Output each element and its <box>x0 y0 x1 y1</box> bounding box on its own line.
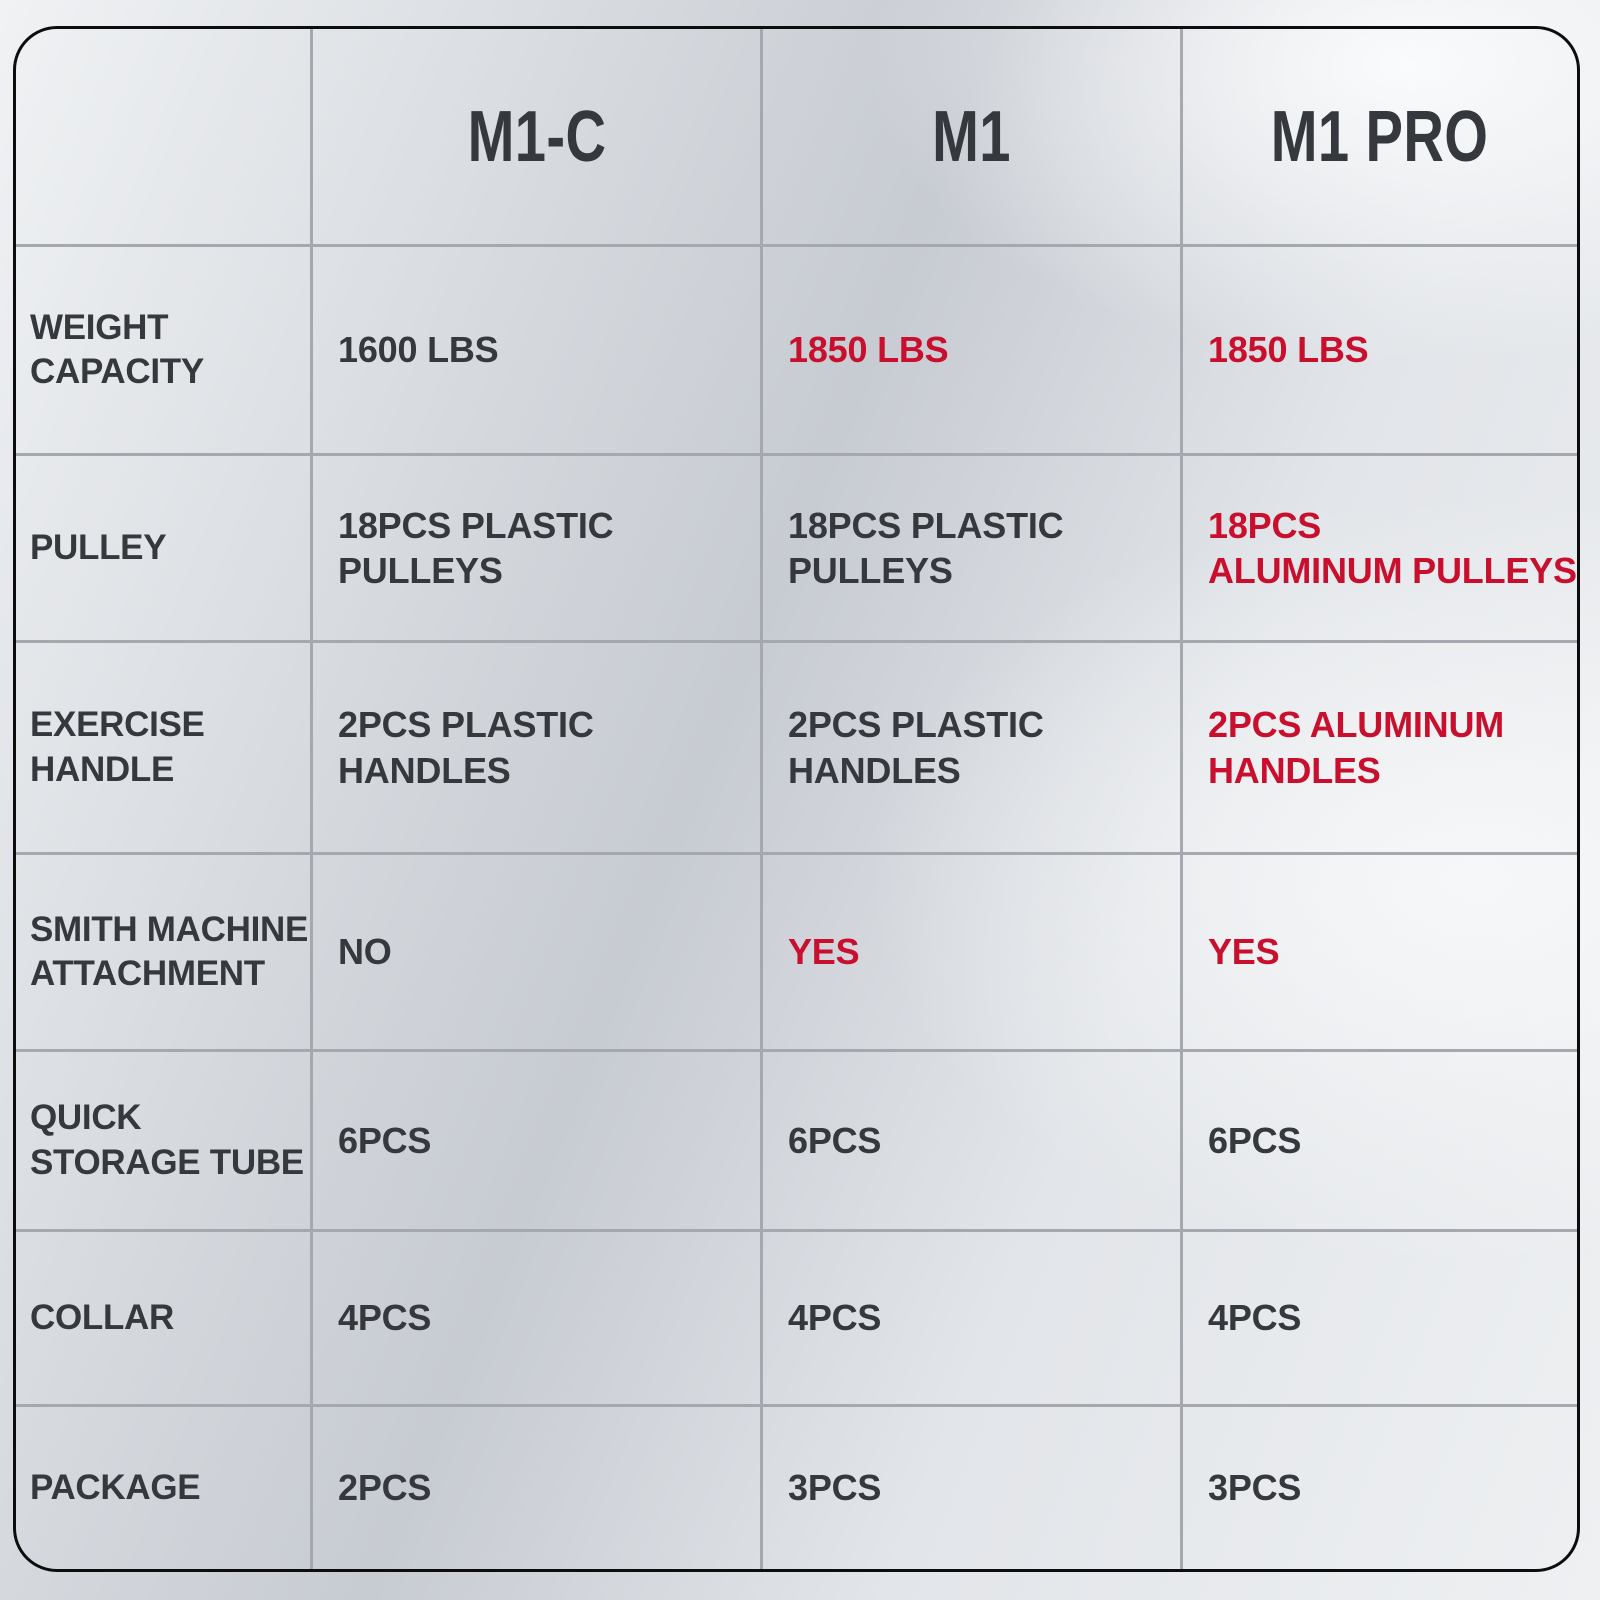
cell-value: 1600 LBS <box>338 329 499 371</box>
cell-value: 1850 LBS <box>1208 329 1369 371</box>
cell-value: NO <box>338 931 392 973</box>
table-cell: YES <box>1183 855 1577 1052</box>
table-cell: 1850 LBS <box>763 247 1183 456</box>
table-cell: 18PCS ALUMINUM PULLEYS <box>1183 456 1577 643</box>
table-cell: 2PCS <box>313 1407 763 1569</box>
row-label: PULLEY <box>30 527 167 567</box>
cell-value: 2PCS ALUMINUM HANDLES <box>1208 704 1505 791</box>
column-header-label: M1-C <box>467 96 606 177</box>
column-header-label: M1 <box>932 96 1011 177</box>
cell-value: YES <box>1208 931 1280 973</box>
table-cell: NO <box>313 855 763 1052</box>
cell-value: 3PCS <box>788 1467 882 1509</box>
column-header-m1-c: M1-C <box>313 29 763 247</box>
table-cell: 18PCS PLASTIC PULLEYS <box>763 456 1183 643</box>
table-cell: 18PCS PLASTIC PULLEYS <box>313 456 763 643</box>
table-cell: 3PCS <box>1183 1407 1577 1569</box>
table-cell: 1600 LBS <box>313 247 763 456</box>
row-header-package: PACKAGE <box>16 1407 313 1569</box>
row-header-exercise-handle: EXERCISE HANDLE <box>16 643 313 855</box>
table-cell: 6PCS <box>763 1052 1183 1232</box>
column-header-label: M1 PRO <box>1271 96 1489 177</box>
table-cell: 4PCS <box>1183 1232 1577 1407</box>
row-header-quick-storage-tube: QUICK STORAGE TUBE <box>16 1052 313 1232</box>
table-cell: 2PCS ALUMINUM HANDLES <box>1183 643 1577 855</box>
cell-value: 6PCS <box>788 1119 882 1161</box>
cell-value: 2PCS PLASTIC HANDLES <box>338 704 594 791</box>
row-label: PACKAGE <box>30 1467 201 1507</box>
row-header-smith-machine-attachment: SMITH MACHINE ATTACHMENT <box>16 855 313 1052</box>
column-header-m1: M1 <box>763 29 1183 247</box>
cell-value: 6PCS <box>338 1119 432 1161</box>
table-cell: 6PCS <box>1183 1052 1577 1232</box>
cell-value: 4PCS <box>1208 1297 1302 1339</box>
cell-value: 18PCS PLASTIC PULLEYS <box>788 504 1064 591</box>
corner-cell <box>16 29 313 247</box>
table-cell: YES <box>763 855 1183 1052</box>
row-label: QUICK STORAGE TUBE <box>30 1098 304 1182</box>
table-cell: 2PCS PLASTIC HANDLES <box>763 643 1183 855</box>
column-header-m1-pro: M1 PRO <box>1183 29 1577 247</box>
row-label: WEIGHT CAPACITY <box>30 307 204 391</box>
row-header-collar: COLLAR <box>16 1232 313 1407</box>
cell-value: YES <box>788 931 860 973</box>
cell-value: 2PCS <box>338 1467 432 1509</box>
table-cell: 3PCS <box>763 1407 1183 1569</box>
table-cell: 4PCS <box>763 1232 1183 1407</box>
cell-value: 1850 LBS <box>788 329 949 371</box>
table-cell: 6PCS <box>313 1052 763 1232</box>
row-header-weight-capacity: WEIGHT CAPACITY <box>16 247 313 456</box>
table-cell: 1850 LBS <box>1183 247 1577 456</box>
table-cell: 4PCS <box>313 1232 763 1407</box>
comparison-table: M1-C M1 M1 PRO WEIGHT CAPACITY 1600 LBS … <box>13 26 1580 1572</box>
cell-value: 4PCS <box>338 1297 432 1339</box>
row-label: COLLAR <box>30 1297 175 1337</box>
cell-value: 2PCS PLASTIC HANDLES <box>788 704 1044 791</box>
row-header-pulley: PULLEY <box>16 456 313 643</box>
cell-value: 3PCS <box>1208 1467 1302 1509</box>
cell-value: 18PCS PLASTIC PULLEYS <box>338 504 614 591</box>
cell-value: 6PCS <box>1208 1119 1302 1161</box>
row-label: EXERCISE HANDLE <box>30 705 205 789</box>
row-label: SMITH MACHINE ATTACHMENT <box>30 909 309 993</box>
cell-value: 18PCS ALUMINUM PULLEYS <box>1208 504 1577 591</box>
table-cell: 2PCS PLASTIC HANDLES <box>313 643 763 855</box>
cell-value: 4PCS <box>788 1297 882 1339</box>
